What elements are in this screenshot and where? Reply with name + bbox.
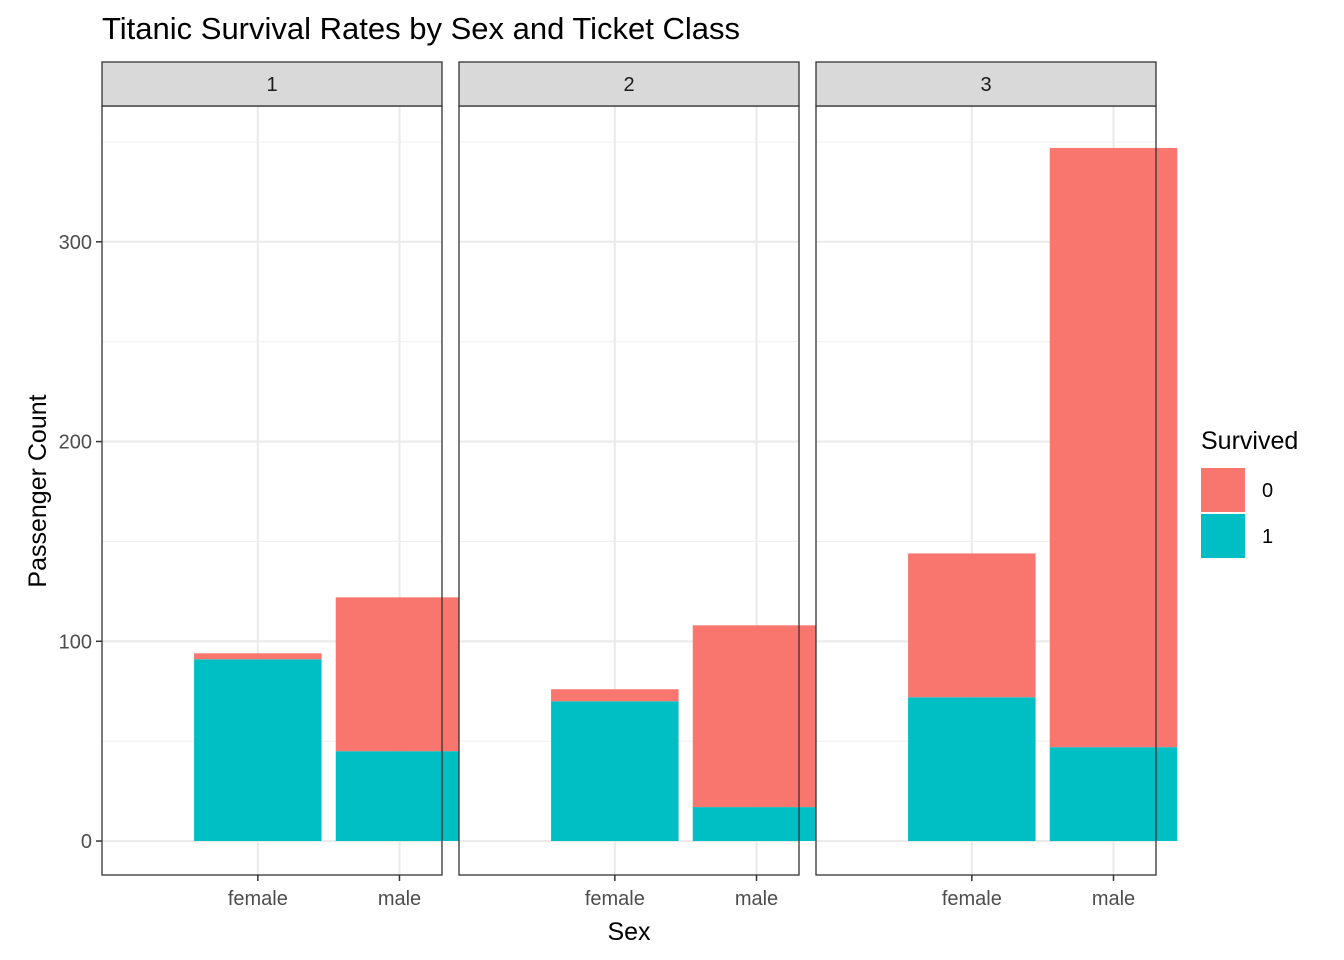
x-tick-label: male [378,888,421,910]
bar-survived-1-female [551,701,679,842]
x-axis-title: Sex [607,918,651,946]
facet-panel-2: 2 female male [458,61,821,910]
chart-title: Titanic Survival Rates by Sex and Ticket… [102,11,740,46]
facet-strip-label: 3 [980,74,991,96]
bar-survived-1-male [335,751,464,842]
facet-strip [458,61,800,107]
legend-title: Survived [1201,427,1298,455]
legend-label-1: 1 [1262,526,1273,548]
bar-survived-0-female [194,653,322,660]
bar-survived-0-female [908,553,1036,698]
facet-panel-1: 1 female male [101,61,464,910]
x-tick-label: male [1092,888,1135,910]
bar-survived-1-male [1049,747,1178,842]
facet-strip-label: 1 [266,74,277,96]
facet-panels: 1 female male 2 female male 3 female male [101,61,1178,910]
legend: Survived 0 1 [1201,427,1298,558]
x-tick-label: female [585,888,645,910]
facet-strip [101,61,443,107]
x-tick-label: female [228,888,288,910]
facet-panel-3: 3 female male [815,61,1178,910]
bar-survived-0-male [335,597,464,752]
x-tick-label: male [735,888,778,910]
bar-survived-1-female [908,697,1036,842]
y-tick-label: 300 [59,232,92,254]
y-tick-label: 200 [59,432,92,454]
y-tick-label: 100 [59,631,92,653]
facet-strip [815,61,1157,107]
bar-survived-1-male [692,807,821,842]
y-axis-title: Passenger Count [24,394,52,587]
bar-survived-0-male [692,625,821,808]
facet-strip-label: 2 [623,74,634,96]
y-axis: 0 100 200 300 [59,232,102,853]
bar-survived-0-female [551,689,679,702]
legend-label-0: 0 [1262,480,1273,502]
bar-survived-0-male [1049,147,1178,748]
y-tick-label: 0 [81,831,92,853]
x-tick-label: female [942,888,1002,910]
legend-swatch-0 [1201,468,1245,512]
bar-survived-1-female [194,659,322,842]
legend-swatch-1 [1201,514,1245,558]
